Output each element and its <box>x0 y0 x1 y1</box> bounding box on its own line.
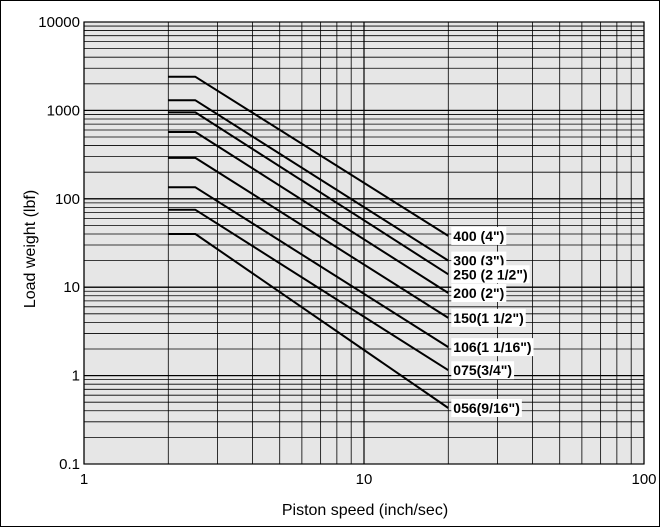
series-label-background <box>451 308 526 327</box>
series-line <box>168 186 449 348</box>
series-label-text: 300 (3") <box>453 253 504 269</box>
series-line <box>168 208 449 372</box>
series-label-text: 106(1 1/16") <box>453 339 531 355</box>
series-label-text: 250 (2 1/2") <box>453 266 527 282</box>
y-tick-label: 1 <box>72 368 80 385</box>
series-label-background <box>451 338 534 357</box>
series-line <box>168 75 449 237</box>
series-label: 300 (3") <box>451 251 507 270</box>
y-tick-label: 0.1 <box>59 456 80 473</box>
y-tick-label: 1000 <box>47 102 80 119</box>
x-tick-labels: 1 10 100 <box>80 471 657 488</box>
x-tick-label: 1 <box>80 471 88 488</box>
series-labels: 400 (4") 300 (3")250 (2 1/2") 200 (2") 150(… <box>451 226 534 418</box>
x-axis-label: Piston speed (inch/sec) <box>282 502 448 519</box>
y-tick-label: 10000 <box>38 14 80 31</box>
series-label-text: 056(9/16") <box>453 400 520 416</box>
series-label-background <box>451 251 507 270</box>
series-label: 400 (4") <box>451 226 507 245</box>
plot-border <box>83 21 645 465</box>
x-tick-label: 100 <box>631 471 656 488</box>
series-line <box>168 99 449 262</box>
series-label-text: 200 (2") <box>453 285 504 301</box>
y-tick-label: 100 <box>55 191 80 208</box>
series-line <box>168 233 449 409</box>
series-label-text: 150(1 1/2") <box>453 310 523 326</box>
series-line <box>168 111 449 276</box>
series-line <box>168 131 449 294</box>
series-label: 200 (2") <box>451 283 507 302</box>
y-tick-labels: 0.1 1 10 100 1000 10000 <box>38 14 80 473</box>
series-label: 250 (2 1/2") <box>451 265 530 284</box>
series-lines <box>168 75 449 409</box>
series-label-background <box>451 399 522 418</box>
series-label: 075(3/4") <box>451 361 515 380</box>
y-tick-label: 10 <box>63 279 80 296</box>
series-label-text: 075(3/4") <box>453 362 512 378</box>
series-label: 056(9/16") <box>451 399 522 418</box>
y-axis-label: Load weight (lbf) <box>22 190 39 308</box>
series-label-background <box>451 283 507 302</box>
series-label-text: 400 (4") <box>453 228 504 244</box>
grid <box>83 21 645 465</box>
series-label-background <box>451 265 530 284</box>
x-tick-label: 10 <box>356 471 373 488</box>
series-label: 150(1 1/2") <box>451 308 526 327</box>
series-label-background <box>451 226 507 245</box>
series-label: 106(1 1/16") <box>451 338 534 357</box>
series-line <box>168 156 449 319</box>
series-label-background <box>451 361 515 380</box>
